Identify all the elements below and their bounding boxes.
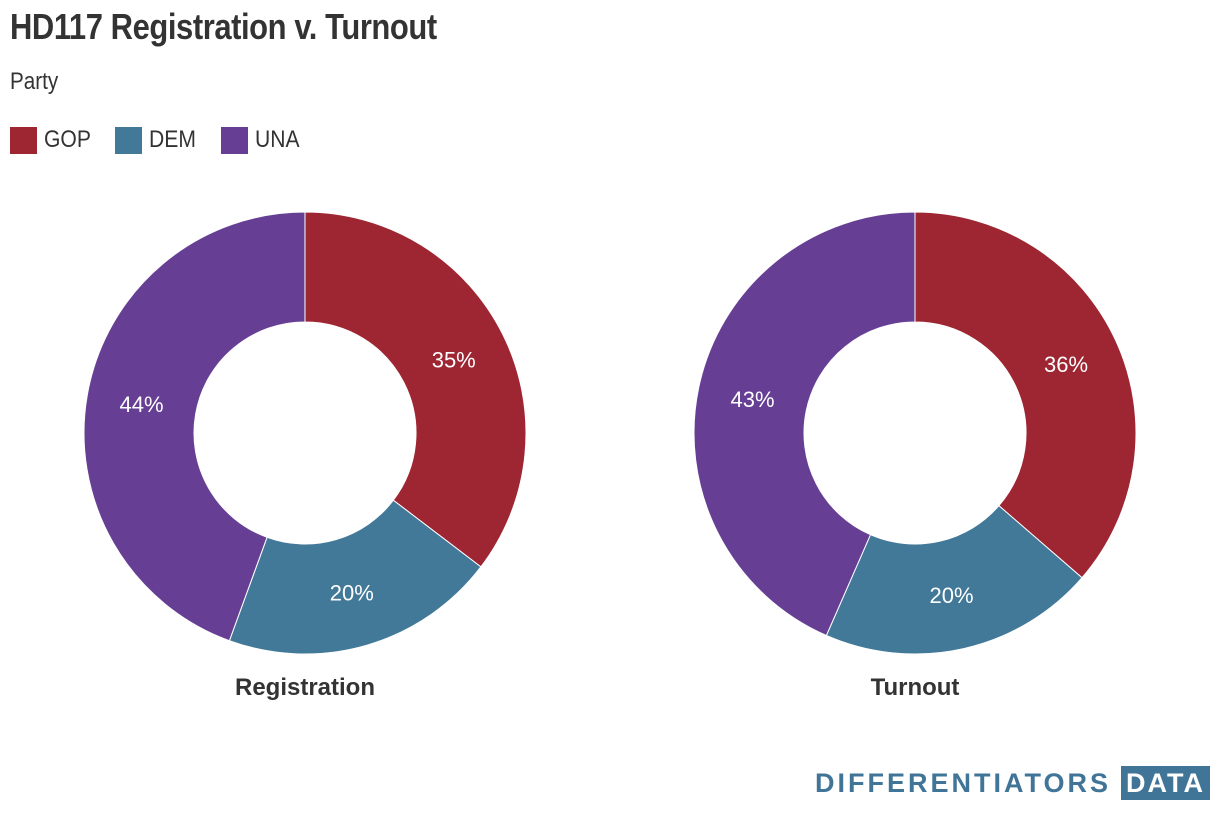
turnout-slice-gop[interactable] [914,211,1137,579]
registration-data-label-una: 44% [119,392,163,417]
turnout-data-label-una: 43% [730,387,774,412]
registration-data-label-gop: 35% [432,347,476,372]
brand-tag: DATA [1121,766,1210,800]
legend-label-una: UNA [254,126,300,153]
legend-title: Party [10,68,59,95]
legend-label-gop: GOP [44,126,91,153]
registration-data-label-dem: 20% [330,580,374,605]
legend-swatch-una [220,126,248,154]
legend-item-gop[interactable]: GOP [10,126,97,154]
chart-label-registration: Registration [235,674,375,701]
turnout-slice-una[interactable] [693,211,916,637]
brand-logo: DIFFERENTIATORS DATA [815,766,1210,800]
turnout-slice-dem[interactable] [825,504,1083,655]
legend-item-dem[interactable]: DEM [115,126,202,154]
legend: GOP DEM UNA [10,126,323,154]
registration-slice-una[interactable] [83,211,306,642]
chart-label-turnout: Turnout [871,674,960,701]
legend-swatch-gop [10,126,37,154]
donut-turnout: 36% 20% 43% Turnout [693,211,1137,701]
chart-title: HD117 Registration v. Turnout [10,6,437,47]
turnout-data-label-dem: 20% [930,583,974,608]
registration-slice-gop[interactable] [304,211,527,568]
brand-name: DIFFERENTIATORS [815,767,1112,798]
turnout-data-label-gop: 36% [1044,352,1088,377]
legend-item-una[interactable]: UNA [220,126,306,154]
legend-swatch-dem [115,126,143,154]
donut-registration: 35% 20% 44% Registration [83,211,527,701]
registration-slice-dem[interactable] [228,499,482,655]
legend-label-dem: DEM [149,126,197,153]
